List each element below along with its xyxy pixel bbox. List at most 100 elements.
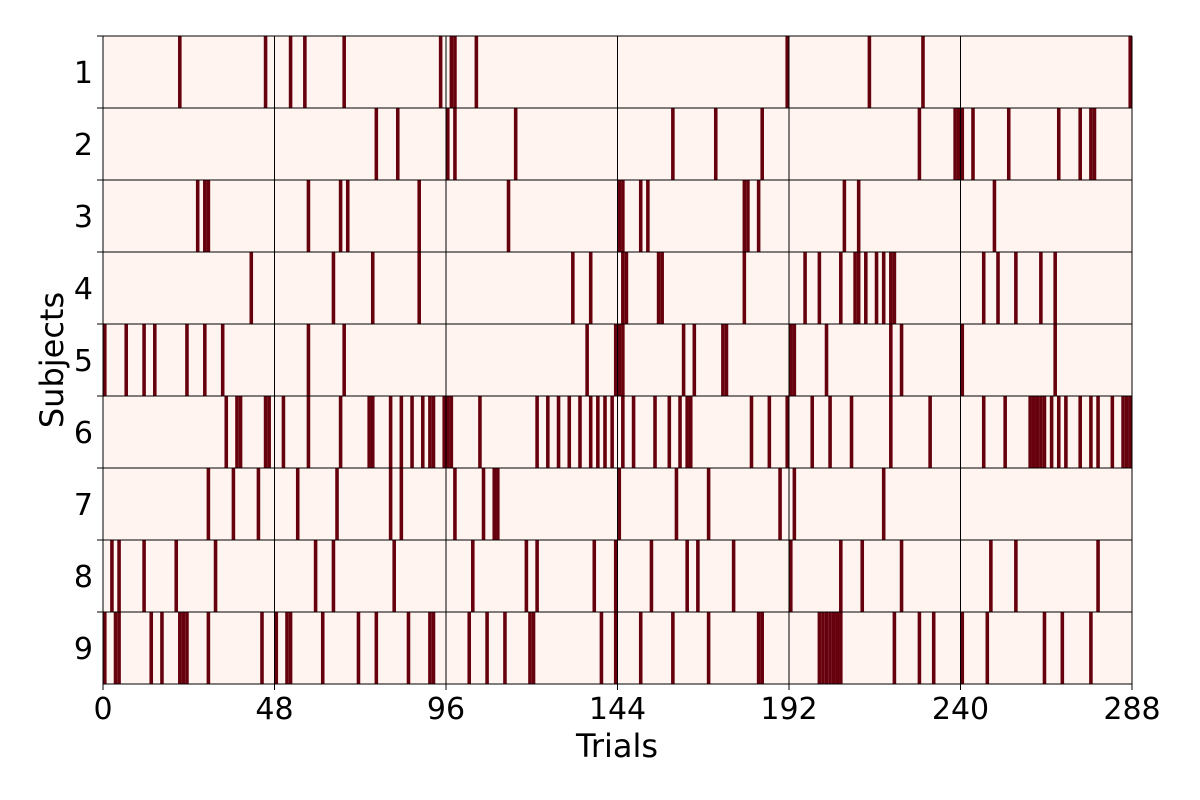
event-mark bbox=[660, 252, 664, 324]
event-mark bbox=[742, 252, 747, 324]
event-mark bbox=[567, 396, 572, 468]
x-tick-label: 0 bbox=[93, 692, 112, 727]
event-mark bbox=[406, 612, 411, 684]
event-mark bbox=[706, 468, 711, 540]
x-axis-title: Trials bbox=[575, 727, 658, 765]
event-mark bbox=[492, 468, 497, 540]
event-mark bbox=[767, 396, 772, 468]
event-mark bbox=[856, 180, 861, 252]
event-mark bbox=[374, 108, 379, 180]
event-mark bbox=[671, 612, 675, 684]
event-mark bbox=[178, 36, 182, 108]
event-mark bbox=[899, 540, 904, 612]
event-mark bbox=[453, 108, 457, 180]
event-mark bbox=[285, 612, 289, 684]
event-mark bbox=[996, 252, 1000, 324]
x-axis-ticks: 0 48 96 144 192 240 288 bbox=[93, 684, 1161, 727]
event-mark bbox=[263, 36, 268, 108]
event-mark bbox=[1128, 36, 1132, 108]
event-mark bbox=[1089, 396, 1093, 468]
event-mark bbox=[835, 612, 840, 684]
event-mark bbox=[513, 108, 518, 180]
event-mark bbox=[742, 180, 747, 252]
event-mark bbox=[124, 324, 129, 396]
event-mark bbox=[599, 612, 604, 684]
event-mark bbox=[881, 252, 886, 324]
y-tick-label: 8 bbox=[74, 560, 93, 595]
event-mark bbox=[438, 36, 443, 108]
event-mark bbox=[789, 324, 793, 396]
event-mark bbox=[678, 396, 682, 468]
event-mark bbox=[174, 540, 179, 612]
event-mark bbox=[592, 540, 597, 612]
event-mark bbox=[446, 108, 450, 180]
event-mark bbox=[621, 252, 625, 324]
event-mark bbox=[617, 468, 622, 540]
x-tick-label: 288 bbox=[1103, 692, 1160, 727]
event-mark bbox=[303, 36, 307, 108]
event-mark bbox=[338, 396, 343, 468]
event-mark bbox=[603, 396, 607, 468]
event-mark bbox=[617, 180, 622, 252]
event-mark bbox=[1006, 108, 1011, 180]
event-mark bbox=[185, 324, 189, 396]
event-mark bbox=[889, 252, 893, 324]
event-mark bbox=[206, 468, 211, 540]
event-mark bbox=[431, 612, 436, 684]
event-mark bbox=[588, 252, 593, 324]
event-mark bbox=[1042, 396, 1047, 468]
y-tick-label: 2 bbox=[74, 128, 93, 163]
event-mark bbox=[453, 468, 457, 540]
event-mark bbox=[631, 396, 636, 468]
event-mark bbox=[367, 396, 371, 468]
event-mark bbox=[1056, 396, 1061, 468]
event-mark bbox=[956, 108, 961, 180]
y-axis-ticks: 1 2 3 4 5 6 7 8 9 bbox=[74, 35, 103, 667]
event-mark bbox=[817, 252, 822, 324]
event-mark bbox=[306, 180, 311, 252]
event-mark bbox=[274, 612, 279, 684]
event-mark bbox=[1039, 252, 1043, 324]
event-mark bbox=[220, 324, 225, 396]
x-tick-label: 240 bbox=[932, 692, 989, 727]
event-mark bbox=[338, 180, 343, 252]
event-mark bbox=[449, 396, 454, 468]
event-mark bbox=[1064, 396, 1068, 468]
event-mark bbox=[313, 540, 318, 612]
event-mark bbox=[867, 36, 872, 108]
event-mark bbox=[471, 540, 475, 612]
event-mark bbox=[971, 108, 975, 180]
event-mark bbox=[1124, 396, 1129, 468]
event-mark bbox=[792, 468, 797, 540]
event-mark bbox=[142, 324, 146, 396]
event-mark bbox=[235, 396, 239, 468]
event-mark bbox=[288, 36, 293, 108]
event-mark bbox=[706, 612, 711, 684]
event-mark bbox=[395, 108, 400, 180]
event-mark bbox=[685, 540, 689, 612]
event-mark bbox=[1089, 108, 1093, 180]
event-mark bbox=[1031, 396, 1036, 468]
event-mark bbox=[839, 612, 843, 684]
event-mark bbox=[113, 612, 118, 684]
event-marks bbox=[103, 36, 1132, 684]
event-mark bbox=[410, 396, 414, 468]
event-mark bbox=[203, 180, 207, 252]
event-mark bbox=[817, 612, 822, 684]
event-mark bbox=[596, 396, 600, 468]
event-mark bbox=[213, 540, 218, 612]
event-mark bbox=[839, 252, 843, 324]
event-mark bbox=[446, 396, 450, 468]
event-mark bbox=[1096, 396, 1100, 468]
y-tick-label: 6 bbox=[74, 416, 93, 451]
event-mark bbox=[1053, 324, 1057, 396]
event-mark bbox=[388, 396, 393, 468]
event-mark bbox=[638, 612, 643, 684]
event-mark bbox=[864, 252, 868, 324]
event-mark bbox=[571, 252, 575, 324]
event-mark bbox=[981, 396, 986, 468]
event-mark bbox=[931, 612, 936, 684]
event-mark bbox=[613, 540, 618, 612]
event-mark bbox=[1014, 252, 1018, 324]
event-mark bbox=[588, 396, 593, 468]
